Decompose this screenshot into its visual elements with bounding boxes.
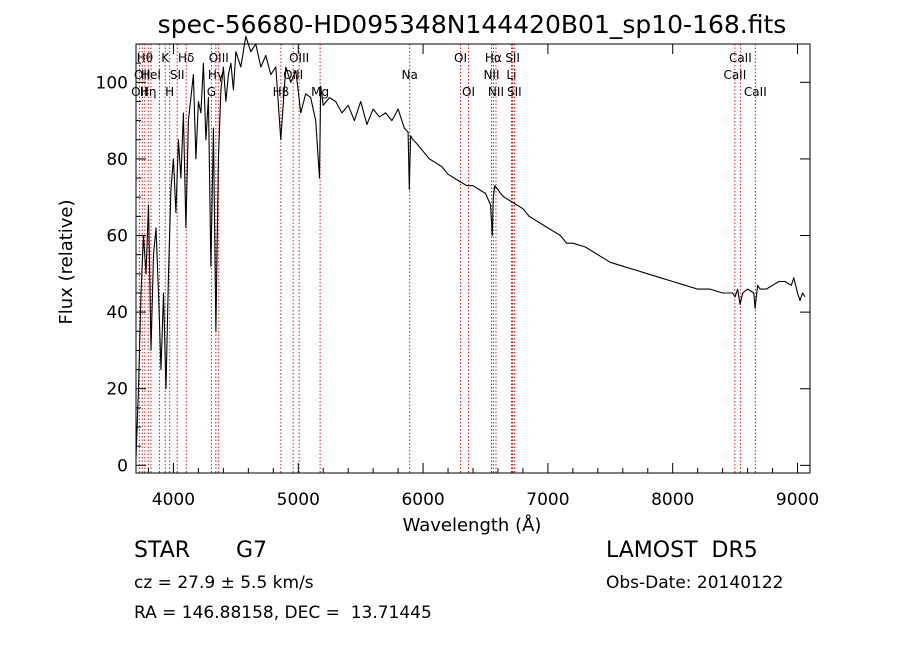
x-tick-label-5: 9000 <box>776 490 819 510</box>
line-label-13: Hβ <box>273 85 290 99</box>
x-tick-label-1: 5000 <box>277 490 320 510</box>
spectral-line-markers <box>138 44 756 473</box>
line-label-28: CaII <box>744 85 767 99</box>
y-tick-label-4: 80 <box>106 150 128 170</box>
redshift-velocity: cz = 27.9 ± 5.5 km/s <box>134 573 314 593</box>
y-tick-label-5: 100 <box>96 73 128 93</box>
x-axis-ticks: 4000 5000 6000 7000 8000 9000 <box>147 44 819 510</box>
object-subclass: G7 <box>236 538 268 563</box>
spectrum-line <box>135 35 806 458</box>
line-label-20: NII <box>483 68 499 82</box>
line-label-3: Hη <box>140 85 157 99</box>
line-label-12: OIII <box>209 51 229 65</box>
object-class: STAR <box>134 538 191 563</box>
spectral-line-labels: OIIOIIHθHηHeIKHSIIHδGHγOIIIHβOIIIOIIIMgN… <box>131 51 767 99</box>
line-label-22: NII <box>488 85 504 99</box>
line-label-15: OIII <box>289 51 309 65</box>
line-label-17: Na <box>402 68 418 82</box>
x-tick-label-3: 7000 <box>526 490 569 510</box>
x-axis-label: Wavelength (Å) <box>403 514 542 536</box>
line-label-7: H <box>165 85 174 99</box>
line-label-21: Hα <box>485 51 502 65</box>
plot-frame <box>135 43 811 474</box>
x-tick-label-4: 8000 <box>651 490 694 510</box>
line-label-4: HeI <box>141 68 161 82</box>
y-axis-ticks: 0 20 40 60 80 100 <box>96 62 810 476</box>
line-label-11: Hγ <box>208 68 224 82</box>
line-label-25: SII <box>507 85 522 99</box>
chart-title: spec-56680-HD095348N144420B01_sp10-168.f… <box>158 10 787 39</box>
line-label-8: SII <box>170 68 185 82</box>
survey-name: LAMOST DR5 <box>606 538 758 563</box>
coordinates: RA = 146.88158, DEC = 13.71445 <box>134 603 432 623</box>
line-label-9: Hδ <box>178 51 194 65</box>
line-label-26: CaII <box>723 68 746 82</box>
y-tick-label-3: 60 <box>106 227 128 247</box>
line-label-0: OII <box>131 85 148 99</box>
line-label-27: CaII <box>729 51 752 65</box>
y-tick-label-1: 20 <box>106 380 128 400</box>
x-tick-label-2: 6000 <box>401 490 444 510</box>
y-tick-label-0: 0 <box>117 456 128 476</box>
line-label-23: Li <box>506 68 516 82</box>
y-axis-label: Flux (relative) <box>56 199 77 324</box>
line-label-1: OII <box>134 68 151 82</box>
line-label-2: Hθ <box>137 51 153 65</box>
line-label-14: OIII <box>283 68 303 82</box>
line-label-24: SII <box>505 51 520 65</box>
line-label-18: OI <box>454 51 467 65</box>
observation-date: Obs-Date: 20140122 <box>606 573 784 593</box>
x-tick-label-0: 4000 <box>152 490 195 510</box>
line-label-6: K <box>161 51 170 65</box>
line-label-19: OI <box>462 85 475 99</box>
line-label-10: G <box>207 85 216 99</box>
y-tick-label-2: 40 <box>106 303 128 323</box>
